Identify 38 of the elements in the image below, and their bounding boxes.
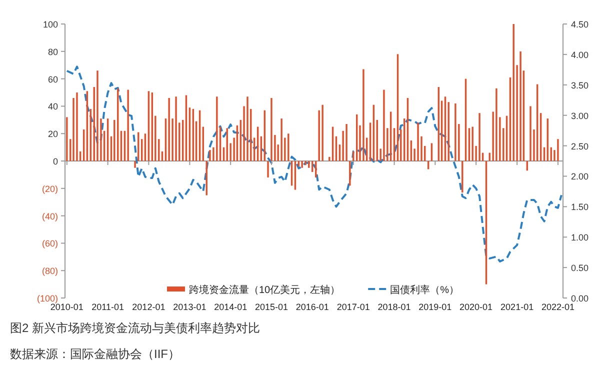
y-tick-label: (40) — [42, 211, 58, 222]
y2-tick-label: 4.00 — [571, 50, 589, 60]
y2-tick-label: 0.50 — [571, 263, 589, 274]
text: 图2 新兴市场跨境资金流动与美债利率趋势对比 — [10, 321, 260, 335]
y-tick-label: 20 — [48, 129, 58, 140]
x-tick-label: 2018-01 — [378, 302, 411, 312]
y2-tick-label: 3.50 — [571, 80, 589, 90]
y2-tick-label: 2.50 — [571, 141, 589, 152]
y2-tick-label: 3.00 — [571, 110, 589, 121]
x-tick-label: 2022-01 — [541, 302, 574, 312]
x-tick-label: 2016-01 — [296, 302, 329, 312]
y2-tick-label: 1.50 — [571, 202, 589, 212]
legend-label: 跨境资金流量（10亿美元，左轴） — [188, 284, 340, 296]
x-tick-label: 2020-01 — [460, 302, 493, 312]
y-tick-label: (60) — [42, 238, 58, 249]
x-tick-label: 2017-01 — [336, 302, 370, 312]
y-tick-label: (20) — [42, 184, 58, 194]
x-tick-label: 2014-01 — [214, 302, 248, 312]
y2-tick-label: 2.00 — [571, 172, 589, 182]
x-tick-label: 2013-01 — [173, 302, 206, 312]
y-tick-label: 60 — [48, 74, 58, 84]
source-note: 数据来源：国际金融协会（IIF） — [10, 347, 180, 361]
y-tick-label: (100) — [36, 294, 58, 304]
legend-label: 国债利率（%） — [390, 284, 460, 296]
y-tick-label: 80 — [48, 46, 58, 57]
x-tick-label: 2021-01 — [500, 302, 534, 312]
y2-tick-label: 0.00 — [571, 294, 589, 304]
y-tick-label: (80) — [42, 266, 58, 276]
y-tick-label: 40 — [48, 102, 58, 112]
x-tick-label: 2012-01 — [132, 302, 166, 312]
x-tick-label: 2015-01 — [254, 302, 288, 312]
x-tick-label: 2010-01 — [50, 302, 84, 312]
y2-tick-label: 4.50 — [571, 20, 589, 30]
y-tick-label: 0 — [52, 156, 58, 166]
y2-tick-label: 1.00 — [571, 232, 589, 243]
x-tick-label: 2019-01 — [418, 302, 452, 312]
x-tick-label: 2011-01 — [92, 302, 124, 312]
y-tick-label: 100 — [42, 20, 58, 30]
